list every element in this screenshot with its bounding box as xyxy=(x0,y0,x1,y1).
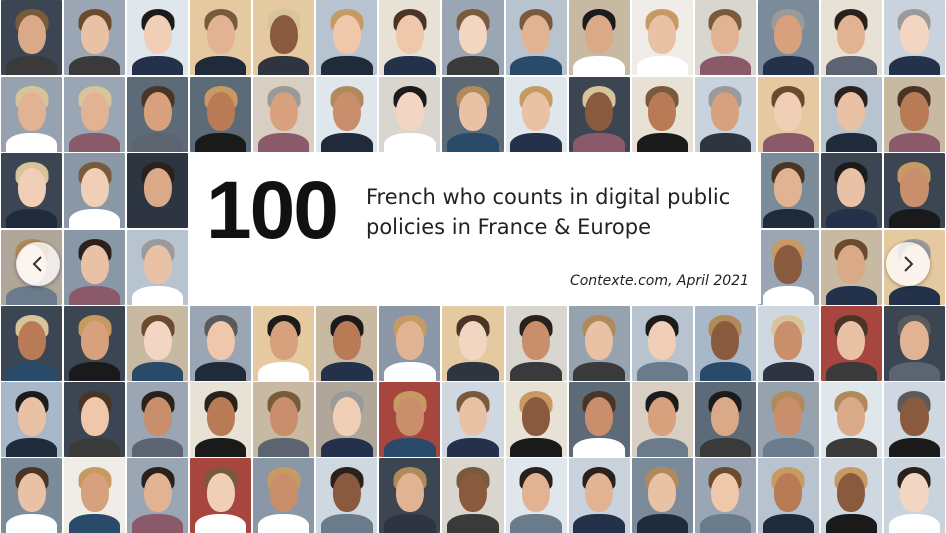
portrait-thumbnail xyxy=(820,458,882,533)
portrait-thumbnail xyxy=(253,458,315,533)
portrait-thumbnail xyxy=(253,0,315,75)
portrait-thumbnail xyxy=(379,382,441,457)
portrait-thumbnail xyxy=(1,153,63,228)
portrait-thumbnail xyxy=(631,77,693,152)
chevron-left-icon xyxy=(32,256,42,272)
portrait-thumbnail xyxy=(1,306,63,381)
portrait-thumbnail xyxy=(379,77,441,152)
portrait-thumbnail xyxy=(820,382,882,457)
portrait-thumbnail xyxy=(883,306,945,381)
portrait-thumbnail xyxy=(316,458,378,533)
portrait-thumbnail xyxy=(442,306,504,381)
portrait-thumbnail xyxy=(253,77,315,152)
headline-subtitle: French who counts in digital public poli… xyxy=(366,185,731,239)
portrait-thumbnail xyxy=(757,153,819,228)
portrait-thumbnail xyxy=(757,306,819,381)
chevron-right-icon xyxy=(904,256,914,272)
portrait-thumbnail xyxy=(190,0,252,75)
portrait-thumbnail xyxy=(316,306,378,381)
portrait-thumbnail xyxy=(64,230,126,305)
portrait-thumbnail xyxy=(64,306,126,381)
portrait-thumbnail xyxy=(190,77,252,152)
portrait-thumbnail xyxy=(316,0,378,75)
portrait-thumbnail xyxy=(883,153,945,228)
portrait-thumbnail xyxy=(757,77,819,152)
portrait-thumbnail xyxy=(316,382,378,457)
portrait-thumbnail xyxy=(127,458,189,533)
portrait-thumbnail xyxy=(694,0,756,75)
portrait-thumbnail xyxy=(757,458,819,533)
portrait-thumbnail xyxy=(127,306,189,381)
portrait-thumbnail xyxy=(631,0,693,75)
portrait-thumbnail xyxy=(190,382,252,457)
portrait-thumbnail xyxy=(757,382,819,457)
portrait-thumbnail xyxy=(820,0,882,75)
portrait-thumbnail xyxy=(820,230,882,305)
portrait-thumbnail xyxy=(379,458,441,533)
portrait-thumbnail xyxy=(64,458,126,533)
portrait-thumbnail xyxy=(253,382,315,457)
portrait-thumbnail xyxy=(505,77,567,152)
portrait-thumbnail xyxy=(694,458,756,533)
portrait-thumbnail xyxy=(820,153,882,228)
portrait-thumbnail xyxy=(694,77,756,152)
portrait-thumbnail xyxy=(568,382,630,457)
portrait-thumbnail xyxy=(1,0,63,75)
portrait-thumbnail xyxy=(127,382,189,457)
portrait-thumbnail xyxy=(442,458,504,533)
portrait-thumbnail xyxy=(64,77,126,152)
carousel-next-button[interactable] xyxy=(886,242,930,286)
portrait-thumbnail xyxy=(190,306,252,381)
source-credit: Contexte.com, April 2021 xyxy=(569,273,749,289)
portrait-thumbnail xyxy=(505,306,567,381)
portrait-thumbnail xyxy=(442,382,504,457)
portrait-thumbnail xyxy=(442,77,504,152)
carousel-prev-button[interactable] xyxy=(16,242,60,286)
portrait-thumbnail xyxy=(568,77,630,152)
portrait-thumbnail xyxy=(568,0,630,75)
portrait-thumbnail xyxy=(127,153,189,228)
portrait-thumbnail xyxy=(127,77,189,152)
portrait-thumbnail xyxy=(505,0,567,75)
portrait-thumbnail xyxy=(883,77,945,152)
portrait-thumbnail xyxy=(379,0,441,75)
portrait-thumbnail xyxy=(820,306,882,381)
portrait-thumbnail xyxy=(883,458,945,533)
portrait-thumbnail xyxy=(757,0,819,75)
portrait-thumbnail xyxy=(631,458,693,533)
portrait-thumbnail xyxy=(127,230,189,305)
headline-card: 100 French who counts in digital public … xyxy=(188,152,761,304)
portrait-thumbnail xyxy=(1,382,63,457)
portrait-thumbnail xyxy=(1,77,63,152)
portrait-thumbnail xyxy=(694,306,756,381)
portrait-thumbnail xyxy=(568,306,630,381)
portrait-thumbnail xyxy=(1,458,63,533)
portrait-thumbnail xyxy=(253,306,315,381)
portrait-thumbnail xyxy=(820,77,882,152)
portrait-thumbnail xyxy=(505,382,567,457)
portrait-thumbnail xyxy=(883,0,945,75)
portrait-thumbnail xyxy=(190,458,252,533)
headline-number: 100 xyxy=(206,165,339,256)
portrait-thumbnail xyxy=(64,382,126,457)
portrait-thumbnail xyxy=(631,306,693,381)
portrait-thumbnail xyxy=(442,0,504,75)
portrait-thumbnail xyxy=(64,153,126,228)
portrait-thumbnail xyxy=(631,382,693,457)
portrait-thumbnail xyxy=(505,458,567,533)
portrait-thumbnail xyxy=(379,306,441,381)
portrait-thumbnail xyxy=(883,382,945,457)
portrait-thumbnail xyxy=(127,0,189,75)
portrait-thumbnail xyxy=(316,77,378,152)
portrait-thumbnail xyxy=(757,230,819,305)
portrait-thumbnail xyxy=(568,458,630,533)
portrait-thumbnail xyxy=(694,382,756,457)
portrait-thumbnail xyxy=(64,0,126,75)
